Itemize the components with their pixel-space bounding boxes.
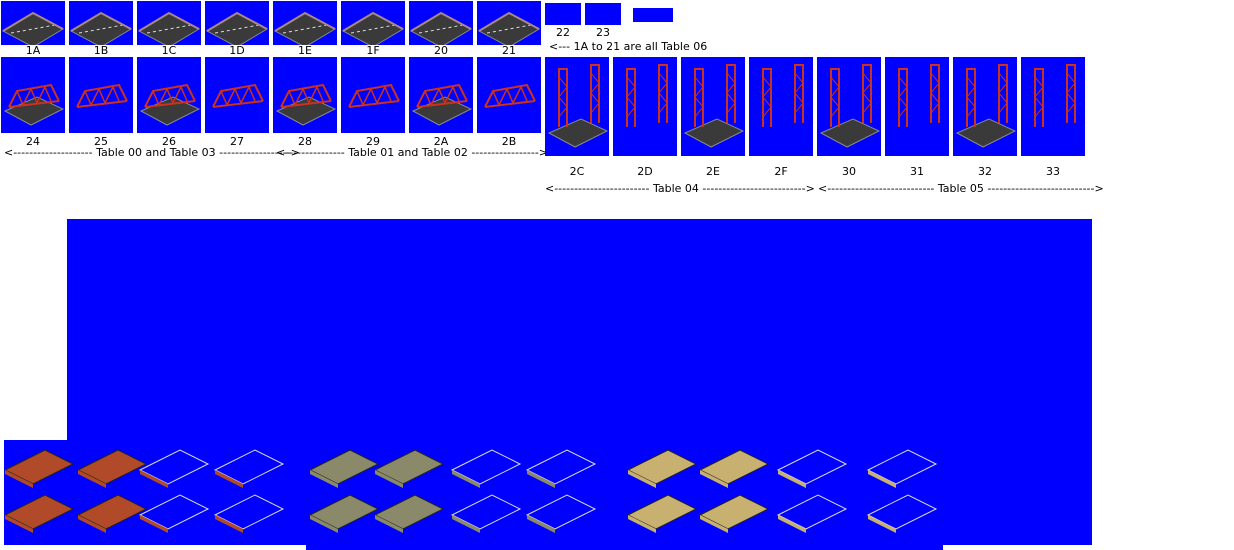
tile-label-29: 29 [366,135,380,148]
ramp-side [527,515,555,533]
tile-label-24: 24 [26,135,40,148]
sprite-tile-extra [633,8,673,22]
ramp-side [452,470,480,488]
tile-label-23: 23 [596,26,610,39]
ramp-side [140,470,168,488]
tile-label-2e: 2E [706,165,720,178]
tile-label-22: 22 [556,26,570,39]
tile-label-30: 30 [842,165,856,178]
ramp-side [778,515,806,533]
tile-label-2a: 2A [433,135,449,148]
ramp-side [215,470,243,488]
truss-tile-25 [69,57,133,133]
ramp-side [375,515,403,533]
ramp-side [700,470,728,488]
tile-label-1d: 1D [229,44,245,57]
ramp-side [215,515,243,533]
ramp-side [375,470,403,488]
ramp-side [628,470,656,488]
ramp-side [868,470,896,488]
sprite-tile-22 [545,3,581,25]
deck-tile-1f [341,1,405,45]
tile-label-2b: 2B [501,135,517,148]
deck-tile-1e [273,1,337,45]
tower-tile-2d [613,57,677,156]
deck-tile-1d [205,1,269,45]
tile-label-31: 31 [910,165,924,178]
table-04-note: <------------------------ Table 04 -----… [545,182,815,195]
deck-tile-20 [409,1,473,45]
tile-label-2f: 2F [774,165,788,178]
truss-tile-26 [137,57,201,133]
truss-tile-2a [409,57,473,133]
ramp-sprite [866,494,938,530]
tile-label-1a: 1A [25,44,41,57]
tower-tile-32 [953,57,1017,156]
truss-tile-29 [341,57,405,133]
ramp-sprite [138,494,210,530]
table-01-02-note: <--------------- Table 01 and Table 02 -… [276,146,549,159]
tile-label-33: 33 [1046,165,1060,178]
tower-tile-30 [817,57,881,156]
tile-label-2c: 2C [569,165,585,178]
ramp-sprite [3,494,75,530]
ramp-side [78,470,106,488]
ramp-side [310,470,338,488]
ramp-sprite [626,494,698,530]
tile-label-20: 20 [434,44,448,57]
ramp-sprite [373,494,445,530]
table-06-note: <--- 1A to 21 are all Table 06 [549,40,708,53]
ramp-sprite [525,494,597,530]
tile-label-21: 21 [502,44,516,57]
table-00-03-note: <-------------------- Table 00 and Table… [4,146,300,159]
ramp-side [527,470,555,488]
truss-tile-28 [273,57,337,133]
tower-tile-2e [681,57,745,156]
tile-label-1f: 1F [366,44,380,57]
truss-tile-2b [477,57,541,133]
tile-label-1b: 1B [93,44,109,57]
ramp-side [452,515,480,533]
ramp-side [778,470,806,488]
ramp-side [78,515,106,533]
table-05-note: <--------------------------- Table 05 --… [818,182,1104,195]
tower-tile-31 [885,57,949,156]
ramp-side [5,470,33,488]
tile-label-25: 25 [94,135,108,148]
ramp-sprite [308,494,380,530]
ramp-sprite [450,494,522,530]
tile-label-2d: 2D [637,165,653,178]
truss-tile-24 [1,57,65,133]
deck-tile-1b [69,1,133,45]
tower-tile-2f [749,57,813,156]
ramp-sprite [698,494,770,530]
ramp-side [310,515,338,533]
tile-label-27: 27 [230,135,244,148]
ramp-side [628,515,656,533]
tile-label-26: 26 [162,135,176,148]
truss-tile-27 [205,57,269,133]
ramp-side [140,515,168,533]
ramp-sprite [776,494,848,530]
tower-tile-33 [1021,57,1085,156]
deck-tile-21 [477,1,541,45]
ramp-side [700,515,728,533]
ramp-side [868,515,896,533]
tower-tile-2c [545,57,609,156]
ramp-sprite [213,494,285,530]
ramp-side [5,515,33,533]
sprite-tile-23 [585,3,621,25]
tile-label-28: 28 [298,135,312,148]
tile-label-1c: 1C [161,44,177,57]
deck-tile-1a [1,1,65,45]
ramp-sprite [76,494,148,530]
deck-tile-1c [137,1,201,45]
tile-label-1e: 1E [298,44,312,57]
tile-label-32: 32 [978,165,992,178]
